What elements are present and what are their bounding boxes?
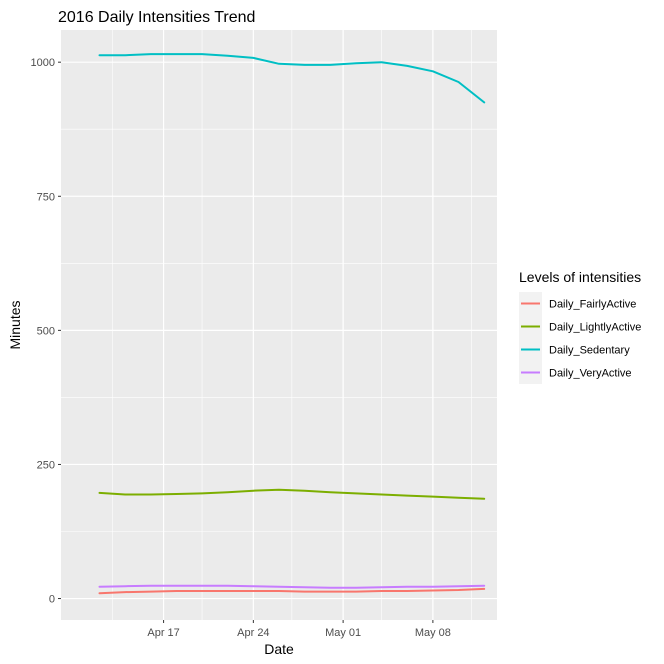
y-tick-label: 250 [37,459,55,471]
y-tick-label: 0 [49,594,55,606]
series-line-daily-veryactive [98,584,486,589]
plot-panel [61,30,497,620]
legend: Levels of intensities Daily_FairlyActive… [519,269,641,384]
x-tick-label: May 08 [415,627,451,639]
grid-minor [61,30,497,620]
x-axis: Apr 17 Apr 24 May 01 May 08 [147,620,451,639]
legend-label: Daily_Sedentary [549,345,630,357]
y-axis: 0 250 500 750 1000 [31,57,61,606]
series-line-daily-sedentary [98,53,486,104]
y-axis-title: Minutes [7,300,23,349]
series-lines [98,53,486,595]
legend-title: Levels of intensities [519,269,641,285]
y-tick-label: 1000 [31,57,55,69]
legend-label: Daily_VeryActive [549,368,632,380]
x-tick-label: Apr 24 [237,627,269,639]
series-line-daily-fairlyactive [98,587,486,595]
grid-major [61,30,497,620]
y-tick-label: 750 [37,191,55,203]
legend-items: Daily_FairlyActive Daily_LightlyActive Dai… [519,292,641,384]
y-tick-label: 500 [37,325,55,337]
legend-label: Daily_LightlyActive [549,322,641,334]
chart-title: 2016 Daily Intensities Trend [58,9,255,26]
x-tick-label: May 01 [325,627,361,639]
series-line-daily-lightlyactive [98,488,486,500]
legend-label: Daily_FairlyActive [549,299,636,311]
x-tick-label: Apr 17 [147,627,179,639]
x-axis-title: Date [264,641,294,657]
